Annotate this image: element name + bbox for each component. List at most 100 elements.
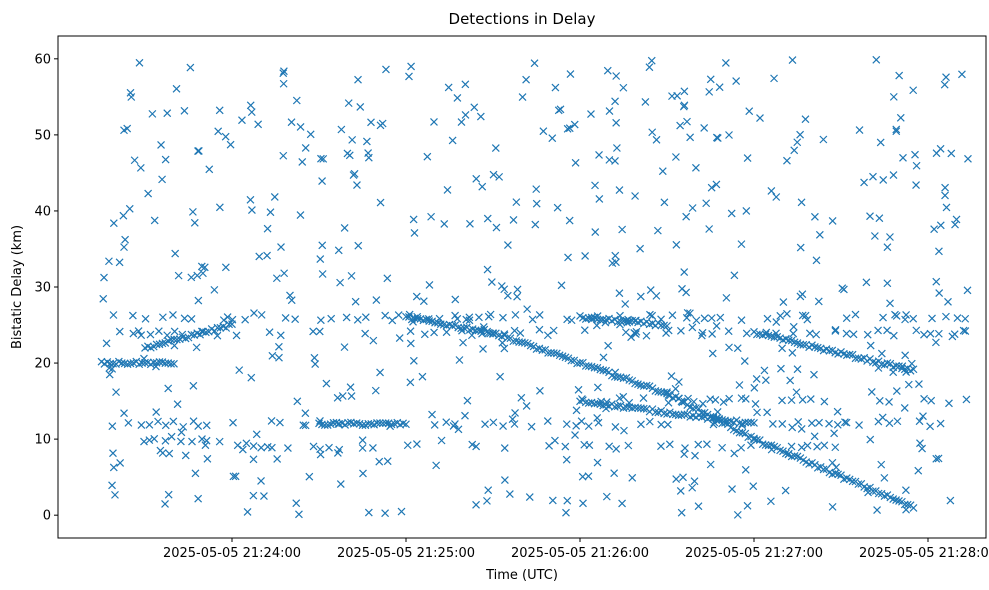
data-point (671, 153, 680, 161)
data-point (567, 356, 576, 365)
data-point (647, 56, 656, 65)
data-point (510, 326, 519, 335)
data-point (700, 314, 709, 323)
data-point (201, 441, 210, 450)
data-point (916, 439, 924, 448)
data-point (187, 330, 196, 339)
data-point (624, 441, 633, 450)
data-point (652, 291, 661, 300)
data-point (336, 480, 345, 489)
data-point (707, 314, 716, 323)
data-point (249, 491, 258, 500)
data-point (165, 449, 174, 458)
data-point (574, 385, 583, 394)
data-point (610, 402, 619, 411)
data-point (376, 368, 384, 377)
data-point (135, 58, 144, 67)
data-point (612, 144, 621, 152)
data-point (613, 402, 622, 411)
data-point (942, 203, 951, 212)
data-point (123, 124, 132, 133)
data-point (268, 351, 277, 360)
data-point (425, 317, 434, 325)
data-point (625, 376, 634, 384)
data-point (109, 463, 118, 472)
data-point (219, 316, 228, 325)
data-point (730, 449, 739, 458)
data-point (319, 154, 328, 163)
data-point (397, 507, 406, 516)
data-point (842, 329, 851, 338)
data-point (270, 193, 279, 201)
data-point (961, 314, 970, 323)
data-point (511, 408, 519, 417)
data-point (286, 291, 294, 300)
data-point (119, 211, 128, 220)
data-point (686, 133, 695, 142)
data-point (352, 419, 361, 427)
data-point (347, 392, 356, 401)
data-point (805, 329, 814, 338)
data-point (402, 312, 410, 321)
data-point (831, 443, 840, 452)
data-point (866, 341, 875, 350)
data-point (819, 135, 828, 144)
data-point (810, 432, 819, 441)
data-point (291, 315, 300, 324)
data-point (752, 375, 761, 383)
data-point (812, 330, 821, 339)
data-point (349, 171, 358, 179)
data-point (548, 134, 557, 143)
data-point (246, 195, 255, 204)
data-point (382, 65, 390, 74)
x-axis: 2025-05-05 21:24:00 2025-05-05 21:25:00 20… (163, 538, 989, 561)
data-point (619, 83, 628, 92)
data-point (369, 336, 378, 345)
data-point (566, 70, 575, 78)
data-point (899, 153, 907, 162)
data-point (472, 174, 481, 183)
data-point (247, 108, 256, 117)
data-point (926, 422, 935, 431)
data-point (172, 335, 181, 344)
data-point (787, 452, 796, 461)
data-point (789, 329, 798, 338)
data-point (551, 83, 560, 92)
data-point (517, 393, 526, 402)
data-point (708, 349, 717, 358)
data-point (335, 445, 344, 454)
data-point (322, 379, 331, 388)
data-point (459, 338, 467, 347)
data-point (728, 485, 736, 494)
data-point (481, 420, 489, 429)
data-point (698, 328, 707, 337)
data-point (964, 154, 972, 163)
data-point (733, 510, 742, 519)
data-point (283, 444, 292, 452)
data-point (679, 473, 687, 482)
data-point (109, 449, 117, 458)
data-point (628, 473, 637, 482)
data-point (951, 220, 959, 229)
data-point (813, 442, 821, 451)
data-point (585, 441, 594, 450)
data-point (866, 435, 875, 444)
data-point (934, 329, 943, 338)
data-point (279, 79, 288, 88)
data-point (275, 353, 283, 362)
data-point (788, 56, 797, 64)
data-point (478, 182, 487, 191)
y-axis: 0 10 20 30 40 50 60 (34, 52, 58, 524)
data-point (793, 365, 802, 374)
data-point (676, 487, 685, 495)
data-point (706, 460, 715, 469)
data-point (694, 502, 703, 511)
data-point (368, 444, 377, 452)
data-point (530, 59, 539, 68)
data-point (772, 318, 781, 327)
data-point (419, 297, 428, 306)
data-point (562, 508, 570, 517)
data-point (316, 445, 325, 454)
data-point (593, 458, 602, 467)
data-point (409, 215, 418, 224)
